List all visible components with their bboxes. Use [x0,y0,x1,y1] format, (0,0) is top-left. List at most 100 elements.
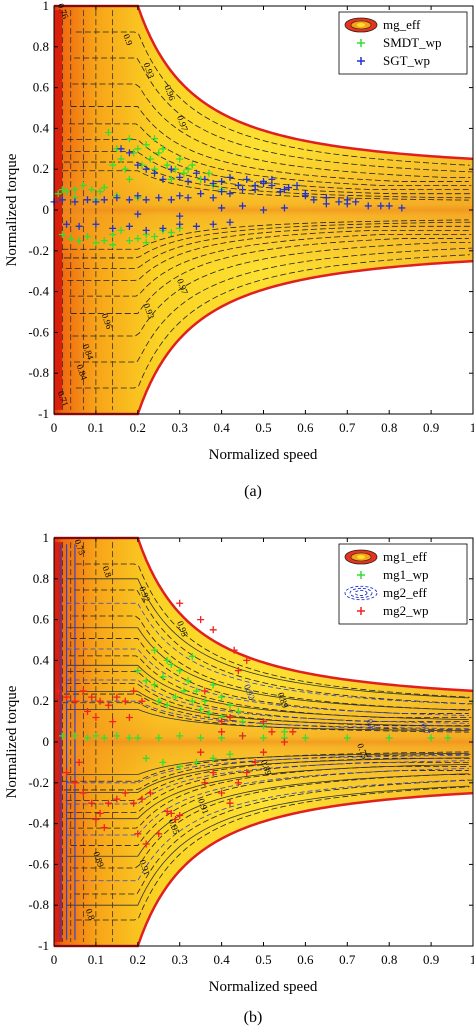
data-point-SMDT_wp [100,184,108,192]
data-point-SGT_wp [92,198,100,206]
legend-swatch [354,590,368,596]
data-point-SMDT_wp [67,235,75,243]
data-point-SGT_wp [280,186,288,194]
data-point-mg1_wp [180,687,188,695]
y-tick-label: -0.6 [28,324,49,339]
data-point-SMDT_wp [58,230,66,238]
data-point-SGT_wp [364,202,372,210]
data-point-SMDT_wp [146,155,154,163]
data-point-mg1_wp [226,701,234,709]
data-point-mg2_wp [268,728,276,736]
data-point-SGT_wp [192,222,200,230]
ticks: 0 0.1 0.2 0.3 0.4 0.5 0.6 0.7 0.8 0.9 1 -1 -0.8 -0.6 -… [28,0,474,435]
x-axis-label: Normalized speed [209,447,318,463]
data-point-mg1_wp [113,732,121,740]
data-point-mg2_wp [84,707,92,715]
data-point-mg1_wp [209,681,217,689]
data-point-SGT_wp [377,202,385,210]
data-point-mg1_wp [84,734,92,742]
data-point-SMDT_wp [184,165,192,173]
data-point-mg2_wp [163,807,171,815]
legend-swatch [357,555,365,559]
data-point-SGT_wp [251,186,259,194]
legend: mg_eff SMDT_wp SGT_wp [338,11,468,75]
legend-label: mg1_wp [383,567,429,582]
data-point-mg1_wp [176,667,184,675]
y-tick-label: -0.2 [28,243,49,258]
x-tick-label: 0.4 [213,952,230,967]
data-point-mg2_wp [243,656,251,664]
y-tick-label: 0.4 [33,652,50,667]
y-tick-label: -0.2 [28,775,49,790]
x-tick-label: 0 [51,952,58,967]
data-point-SMDT_wp [125,237,133,245]
data-point-SGT_wp [117,145,125,153]
legend-label: mg_eff [383,17,421,32]
data-point-SMDT_wp [88,186,96,194]
data-point-mg2_wp [63,693,71,701]
data-point-mg1_wp [159,758,167,766]
legend-label: SMDT_wp [383,35,442,50]
data-point-SGT_wp [159,175,167,183]
data-point-mg2_wp [104,701,112,709]
y-tick-label: -0.4 [28,816,49,831]
legend-swatch [357,23,365,27]
data-point-SGT_wp [125,196,133,204]
efficiency-low-torque-band [54,684,473,800]
data-point-SGT_wp [142,226,150,234]
data-point-mg1_wp [163,656,171,664]
data-point-SGT_wp [293,182,301,190]
y-tick-label: -0.8 [28,365,49,380]
data-point-mg2_wp [96,697,104,705]
data-point-mg2_wp [113,795,121,803]
data-point-mg2_wp [280,738,288,746]
data-point-mg1_wp [142,754,150,762]
data-point-SMDT_wp [155,149,163,157]
data-point-SMDT_wp [167,228,175,236]
data-point-SGT_wp [201,175,209,183]
data-point-SMDT_wp [159,145,167,153]
x-axis-label: Normalized speed [209,979,318,995]
data-point-SMDT_wp [134,235,142,243]
data-point-mg2_wp [130,799,138,807]
data-point-mg2_wp [138,697,146,705]
contour-label: 0.8 [84,907,97,921]
legend-label: mg2_eff [383,585,427,600]
data-point-mg1_wp [125,734,133,742]
data-point-SMDT_wp [54,190,62,198]
data-point-SGT_wp [176,192,184,200]
data-point-mg1_wp [58,732,66,740]
data-point-SGT_wp [176,212,184,220]
x-tick-label: 0.7 [339,420,356,435]
data-point-mg2_wp [121,789,129,797]
data-point-SGT_wp [260,177,267,185]
data-point-SMDT_wp [96,188,104,196]
data-point-SMDT_wp [84,233,92,241]
legend-marker [357,571,365,579]
data-point-mg2_wp [243,769,251,777]
data-point-mg2_wp [226,714,234,722]
data-point-mg2_wp [176,599,184,607]
data-point-mg1_wp [343,734,351,742]
data-point-mg2_wp [167,809,175,817]
scatter-points [50,128,406,249]
data-point-mg2_wp [130,687,138,695]
data-point-mg2_wp [96,809,104,817]
data-point-SGT_wp [167,196,175,204]
legend-label: mg2_wp [383,603,429,618]
data-point-mg1_wp [201,697,209,705]
data-point-mg1_wp [280,728,288,736]
data-point-SGT_wp [134,210,142,218]
data-point-SGT_wp [151,169,159,177]
x-tick-label: 0.3 [172,952,188,967]
legend-marker [357,607,365,615]
panel-a: 0.760.90.930.960.970.970.930.960.840.840… [4,0,474,500]
data-point-mg2_wp [197,616,205,624]
contour-label: 0.8 [364,718,377,732]
data-point-SGT_wp [239,186,247,194]
data-point-mg1_wp [100,734,108,742]
x-tick-label: 1 [470,952,474,967]
legend-label: mg1_eff [383,549,427,564]
data-point-SMDT_wp [163,161,171,169]
data-point-mg2_wp [92,816,100,824]
